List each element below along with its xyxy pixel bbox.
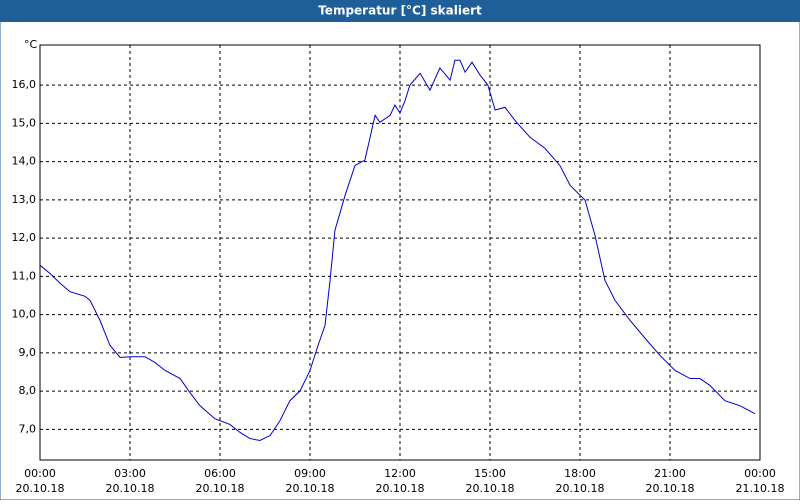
y-tick-label: 12,0 — [12, 231, 37, 244]
x-tick-label: 18:00 — [564, 467, 596, 480]
x-tick-label: 21:00 — [654, 467, 686, 480]
y-tick-label: 10,0 — [12, 308, 37, 321]
y-tick-label: 11,0 — [12, 269, 37, 282]
x-tick-label: 09:00 — [294, 467, 326, 480]
x-tick-date: 20.10.18 — [466, 482, 515, 495]
chart-title: Temperatur [°C] skaliert — [318, 4, 482, 18]
x-tick-date: 20.10.18 — [286, 482, 335, 495]
y-tick-label: 16,0 — [12, 78, 37, 91]
x-tick-date: 20.10.18 — [646, 482, 695, 495]
y-tick-label: 9,0 — [19, 346, 37, 359]
x-tick-date: 20.10.18 — [106, 482, 155, 495]
y-tick-label: 15,0 — [12, 116, 37, 129]
x-tick-date: 21.10.18 — [736, 482, 785, 495]
x-tick-date: 20.10.18 — [376, 482, 425, 495]
title-bar — [0, 0, 800, 22]
x-tick-label: 12:00 — [384, 467, 416, 480]
x-tick-label: 00:00 — [744, 467, 776, 480]
y-tick-label: 8,0 — [19, 384, 37, 397]
y-tick-label: 7,0 — [19, 422, 37, 435]
y-tick-label: 14,0 — [12, 155, 37, 168]
y-unit: °C — [24, 38, 38, 51]
plot-border — [39, 44, 761, 461]
y-tick-label: 13,0 — [12, 193, 37, 206]
x-tick-date: 20.10.18 — [196, 482, 245, 495]
x-tick-label: 00:00 — [24, 467, 56, 480]
line — [39, 59, 756, 442]
x-tick-label: 03:00 — [114, 467, 146, 480]
x-tick-date: 20.10.18 — [16, 482, 65, 495]
x-tick-date: 20.10.18 — [556, 482, 605, 495]
x-tick-label: 06:00 — [204, 467, 236, 480]
x-tick-label: 15:00 — [474, 467, 506, 480]
